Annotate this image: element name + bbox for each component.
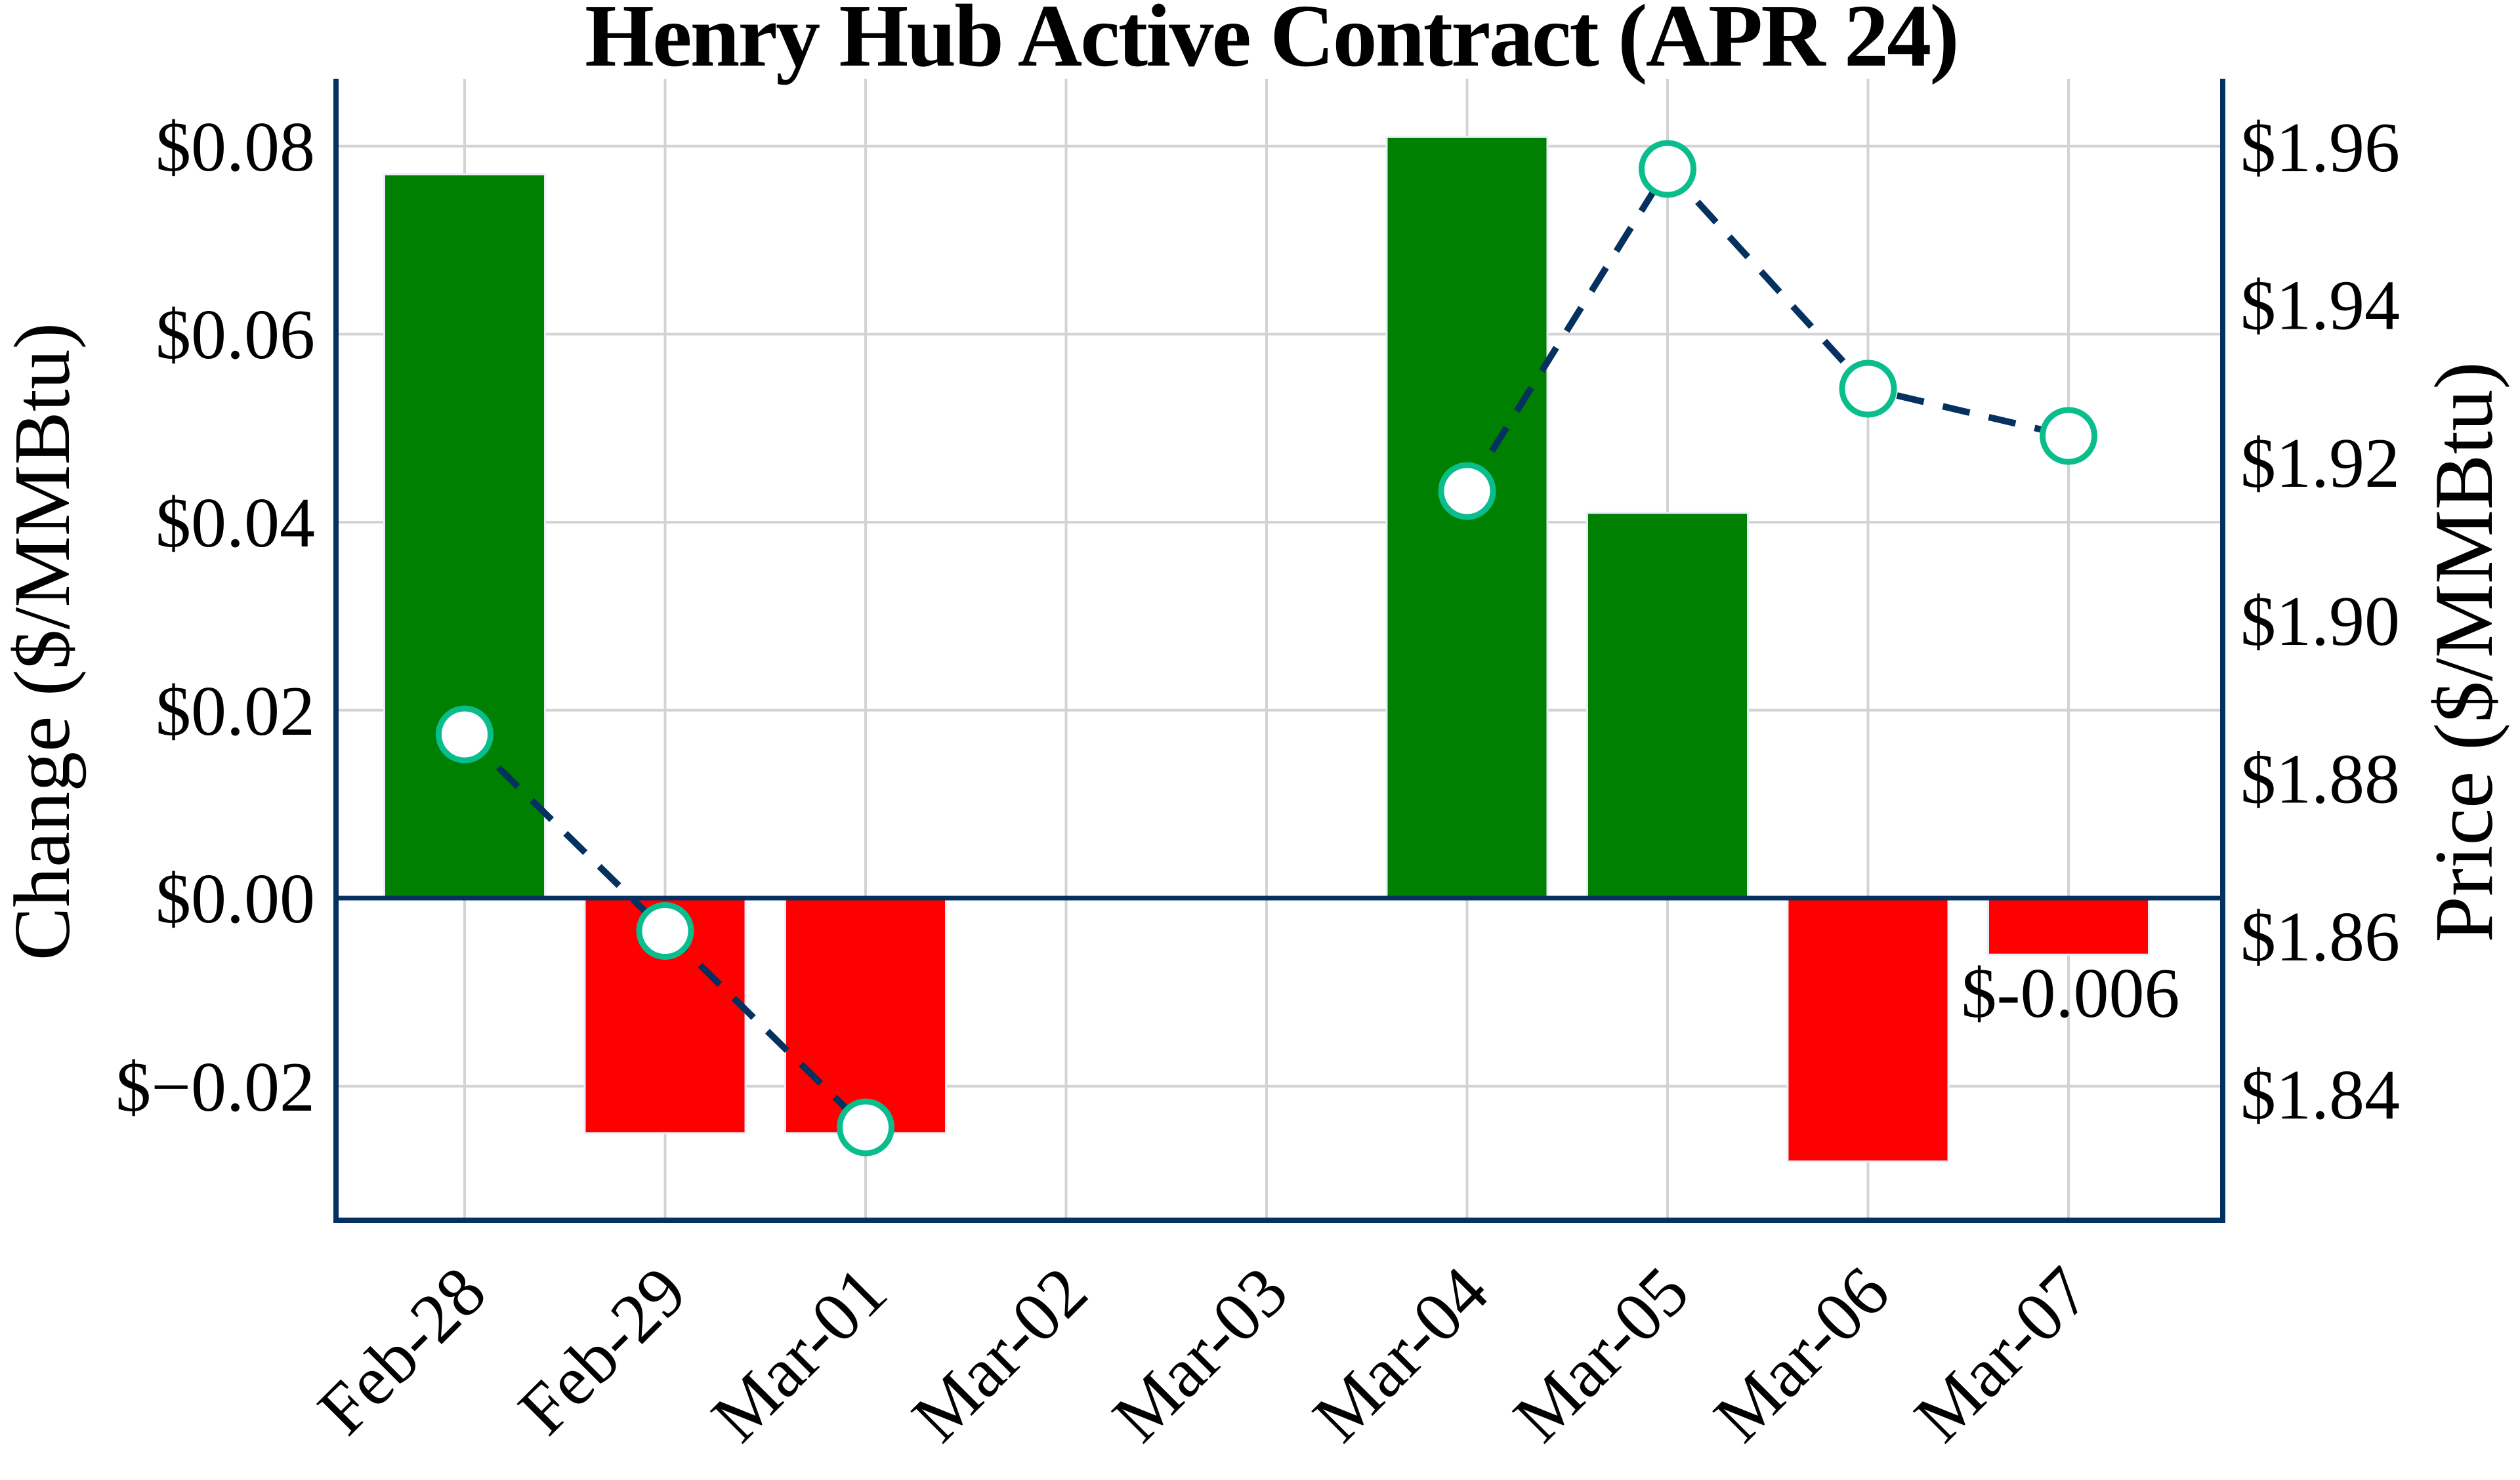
svg-text:$1.94: $1.94 bbox=[2240, 267, 2400, 345]
svg-text:Henry Hub Active Contract (APR: Henry Hub Active Contract (APR 24) bbox=[585, 0, 1958, 85]
svg-text:$0.08: $0.08 bbox=[156, 108, 315, 186]
svg-text:$1.90: $1.90 bbox=[2240, 583, 2400, 661]
svg-text:Price ($/MMBtu): Price ($/MMBtu) bbox=[2418, 361, 2510, 942]
svg-text:$1.86: $1.86 bbox=[2240, 898, 2400, 976]
svg-text:$1.92: $1.92 bbox=[2240, 424, 2400, 503]
svg-text:$1.84: $1.84 bbox=[2240, 1056, 2400, 1134]
svg-text:$-0.006: $-0.006 bbox=[1962, 955, 2180, 1033]
svg-text:$0.06: $0.06 bbox=[156, 296, 315, 374]
svg-text:$1.88: $1.88 bbox=[2240, 741, 2400, 819]
svg-text:Change ($/MMBtu): Change ($/MMBtu) bbox=[0, 323, 87, 961]
svg-text:$1.96: $1.96 bbox=[2240, 109, 2400, 187]
svg-text:$0.02: $0.02 bbox=[156, 672, 315, 750]
svg-text:$−0.02: $−0.02 bbox=[116, 1048, 315, 1126]
svg-text:$0.00: $0.00 bbox=[156, 860, 315, 938]
svg-text:$0.04: $0.04 bbox=[156, 484, 315, 562]
